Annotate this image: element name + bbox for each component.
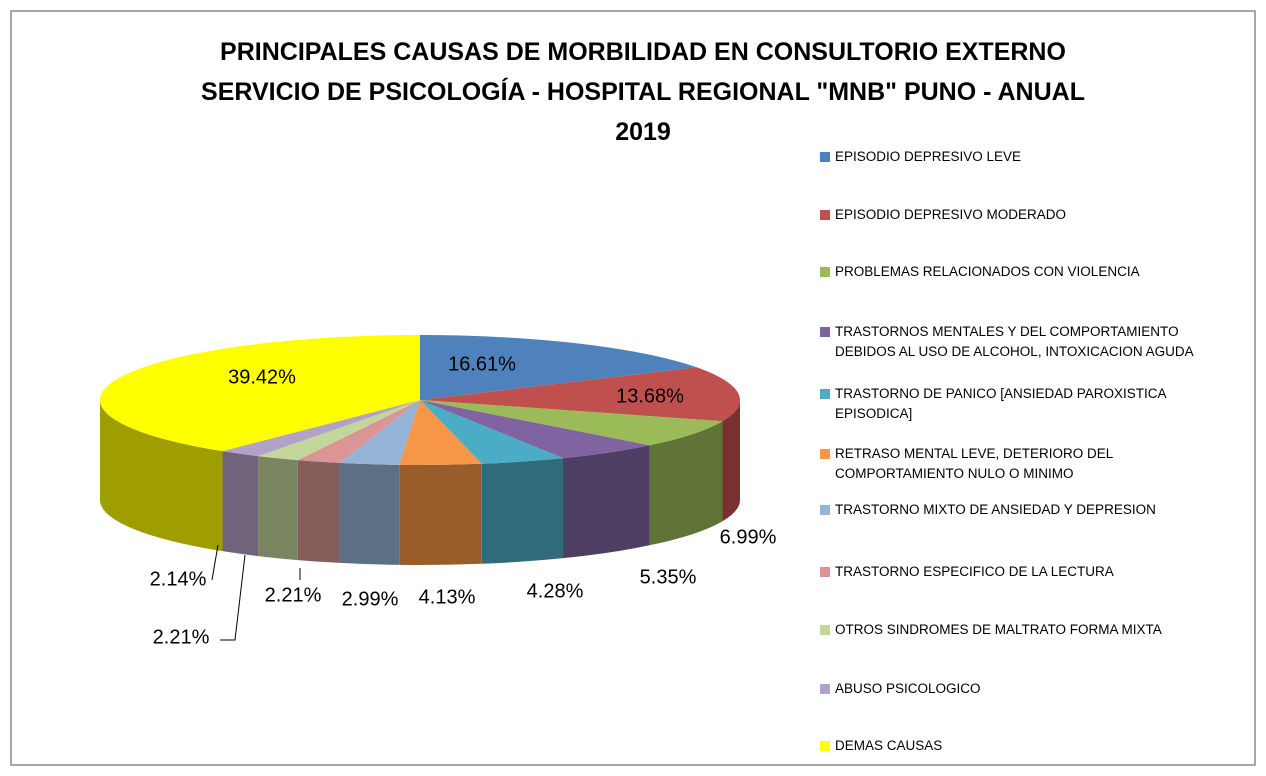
data-label: 5.35%: [640, 566, 697, 588]
legend-label: ABUSO PSICOLOGICO: [835, 681, 981, 696]
legend-entry: TRASTORNOS MENTALES Y DEL COMPORTAMIENTO…: [820, 322, 1220, 362]
legend-entry: RETRASO MENTAL LEVE, DETERIORO DEL COMPO…: [820, 444, 1220, 484]
legend-label: OTROS SINDROMES DE MALTRATO FORMA MIXTA: [835, 622, 1162, 637]
legend-entry: TRASTORNO DE PANICO [ANSIEDAD PAROXISTIC…: [820, 384, 1220, 424]
legend-label: TRASTORNO ESPECIFICO DE LA LECTURA: [835, 564, 1114, 579]
legend-entry: EPISODIO DEPRESIVO LEVE: [820, 147, 1220, 167]
legend-swatch: [820, 449, 830, 459]
pie-slice: [258, 400, 420, 461]
legend-swatch: [820, 210, 830, 220]
pie-slice: [420, 400, 650, 459]
pie-slice: [420, 400, 564, 464]
pie-slice-side: [481, 458, 564, 564]
legend-swatch: [820, 505, 830, 515]
legend-label: TRASTORNOS MENTALES Y DEL COMPORTAMIENTO…: [835, 324, 1194, 359]
legend-swatch: [820, 327, 830, 337]
pie-slice: [339, 400, 420, 465]
legend-entry: ABUSO PSICOLOGICO: [820, 679, 1220, 699]
pie-slice: [100, 335, 421, 452]
chart-title: PRINCIPALES CAUSAS DE MORBILIDAD EN CONS…: [220, 38, 1066, 66]
legend-entry: TRASTORNO MIXTO DE ANSIEDAD Y DEPRESION: [820, 500, 1220, 520]
legend-entry: OTROS SINDROMES DE MALTRATO FORMA MIXTA: [820, 620, 1220, 640]
chart-title: 2019: [615, 118, 671, 146]
data-label: 2.99%: [342, 588, 399, 610]
legend-swatch: [820, 625, 830, 635]
pie-slice-side: [722, 400, 740, 522]
legend-label: EPISODIO DEPRESIVO LEVE: [835, 149, 1022, 164]
pie-slice: [297, 400, 420, 463]
data-label: 39.42%: [228, 366, 296, 388]
chart-title: SERVICIO DE PSICOLOGÍA - HOSPITAL REGION…: [201, 78, 1085, 106]
legend-swatch: [820, 567, 830, 577]
pie-slice-side: [649, 421, 723, 546]
legend-entry: DEMAS CAUSAS: [820, 736, 1220, 756]
legend-swatch: [820, 267, 830, 277]
pie-slice-side: [297, 460, 340, 563]
data-label: 4.28%: [527, 580, 584, 602]
data-label: 13.68%: [616, 385, 684, 407]
legend-entry: TRASTORNO ESPECIFICO DE LA LECTURA: [820, 562, 1220, 582]
leader-line: [211, 544, 219, 581]
legend-swatch: [820, 152, 830, 162]
pie-slice-side: [399, 463, 482, 565]
pie-slice-side: [258, 456, 298, 561]
pie-slice-side: [100, 400, 223, 552]
data-label: 4.13%: [419, 586, 476, 608]
legend-entry: EPISODIO DEPRESIVO MODERADO: [820, 205, 1220, 225]
pie-slice: [222, 400, 420, 457]
pie-slice: [420, 335, 697, 400]
pie-slice-side: [563, 445, 650, 559]
leader-line: [220, 554, 246, 641]
pie-slice: [399, 400, 482, 465]
legend-swatch: [820, 684, 830, 694]
pie-slice-side: [222, 451, 259, 557]
data-label: 2.14%: [150, 568, 207, 590]
legend-label: PROBLEMAS RELACIONADOS CON VIOLENCIA: [835, 264, 1140, 279]
data-label: 2.21%: [265, 584, 322, 606]
legend-swatch: [820, 741, 830, 751]
legend-swatch: [820, 389, 830, 399]
data-label: 16.61%: [448, 353, 516, 375]
legend-label: TRASTORNO DE PANICO [ANSIEDAD PAROXISTIC…: [835, 386, 1166, 421]
pie-slice-side: [339, 462, 400, 565]
data-label: 2.21%: [153, 626, 210, 648]
pie-slice: [420, 400, 723, 446]
data-label: 6.99%: [720, 526, 777, 548]
legend-label: DEMAS CAUSAS: [835, 738, 943, 753]
pie-slice: [420, 367, 740, 422]
legend-label: RETRASO MENTAL LEVE, DETERIORO DEL COMPO…: [835, 446, 1113, 481]
legend-label: EPISODIO DEPRESIVO MODERADO: [835, 207, 1067, 222]
legend-entry: PROBLEMAS RELACIONADOS CON VIOLENCIA: [820, 262, 1220, 282]
legend-label: TRASTORNO MIXTO DE ANSIEDAD Y DEPRESION: [835, 502, 1156, 517]
